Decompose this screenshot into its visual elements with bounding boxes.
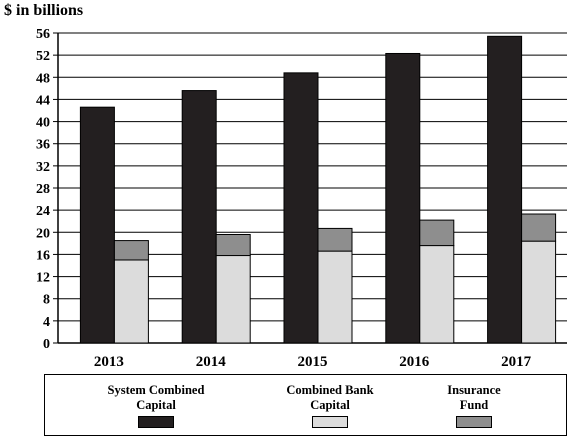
y-tick-label: 12 bbox=[36, 271, 50, 286]
bar-combined-bank-capital bbox=[215, 255, 251, 344]
x-tick-label: 2013 bbox=[94, 354, 124, 370]
legend-item-insurance-fund: Insurance Fund bbox=[409, 383, 539, 428]
y-tick-label: 52 bbox=[36, 49, 50, 64]
legend-item-system-capital: System Combined Capital bbox=[91, 383, 221, 428]
y-tick-label: 20 bbox=[36, 226, 50, 241]
legend-label-system-capital: System Combined Capital bbox=[107, 383, 205, 412]
legend-label-bank-capital: Combined Bank Capital bbox=[286, 383, 374, 412]
y-axis-unit-label: $ in billions bbox=[4, 2, 84, 19]
x-tick-label: 2017 bbox=[501, 354, 532, 370]
bar-combined-bank-capital bbox=[521, 240, 557, 344]
y-tick-label: 36 bbox=[36, 138, 50, 153]
legend-swatch-system-capital bbox=[138, 416, 174, 428]
bar-insurance-fund bbox=[521, 213, 557, 242]
y-tick-label: 56 bbox=[36, 27, 50, 42]
y-tick-label: 0 bbox=[43, 337, 50, 352]
x-tick-label: 2016 bbox=[399, 354, 430, 370]
y-tick-label: 44 bbox=[36, 93, 50, 108]
legend-swatch-bank-capital bbox=[312, 416, 348, 428]
bar-system-combined-capital bbox=[487, 35, 523, 344]
bar-system-combined-capital bbox=[79, 106, 115, 344]
y-tick-label: 40 bbox=[36, 116, 50, 131]
bar-combined-bank-capital bbox=[317, 250, 353, 344]
legend-swatch-insurance-fund bbox=[456, 416, 492, 428]
y-tick-label: 48 bbox=[36, 71, 50, 86]
legend-item-bank-capital: Combined Bank Capital bbox=[265, 383, 395, 428]
y-tick-label: 24 bbox=[36, 204, 50, 219]
bar-system-combined-capital bbox=[385, 52, 421, 344]
bar-insurance-fund bbox=[317, 227, 353, 252]
y-tick-label: 32 bbox=[36, 160, 50, 175]
legend-label-insurance-fund: Insurance Fund bbox=[447, 383, 501, 412]
bar-insurance-fund bbox=[215, 234, 251, 257]
bar-system-combined-capital bbox=[283, 72, 319, 344]
y-tick-label: 4 bbox=[43, 315, 50, 330]
x-tick-label: 2015 bbox=[298, 354, 328, 370]
bar-system-combined-capital bbox=[181, 90, 217, 344]
bar-combined-bank-capital bbox=[113, 259, 149, 344]
x-tick-label: 2014 bbox=[196, 354, 227, 370]
y-tick-label: 28 bbox=[36, 182, 50, 197]
chart-legend: System Combined Capital Combined Bank Ca… bbox=[44, 374, 567, 436]
bar-insurance-fund bbox=[113, 240, 149, 261]
bar-combined-bank-capital bbox=[419, 245, 455, 344]
bar-insurance-fund bbox=[419, 219, 455, 247]
y-tick-label: 16 bbox=[36, 248, 50, 263]
y-tick-label: 8 bbox=[43, 293, 50, 308]
